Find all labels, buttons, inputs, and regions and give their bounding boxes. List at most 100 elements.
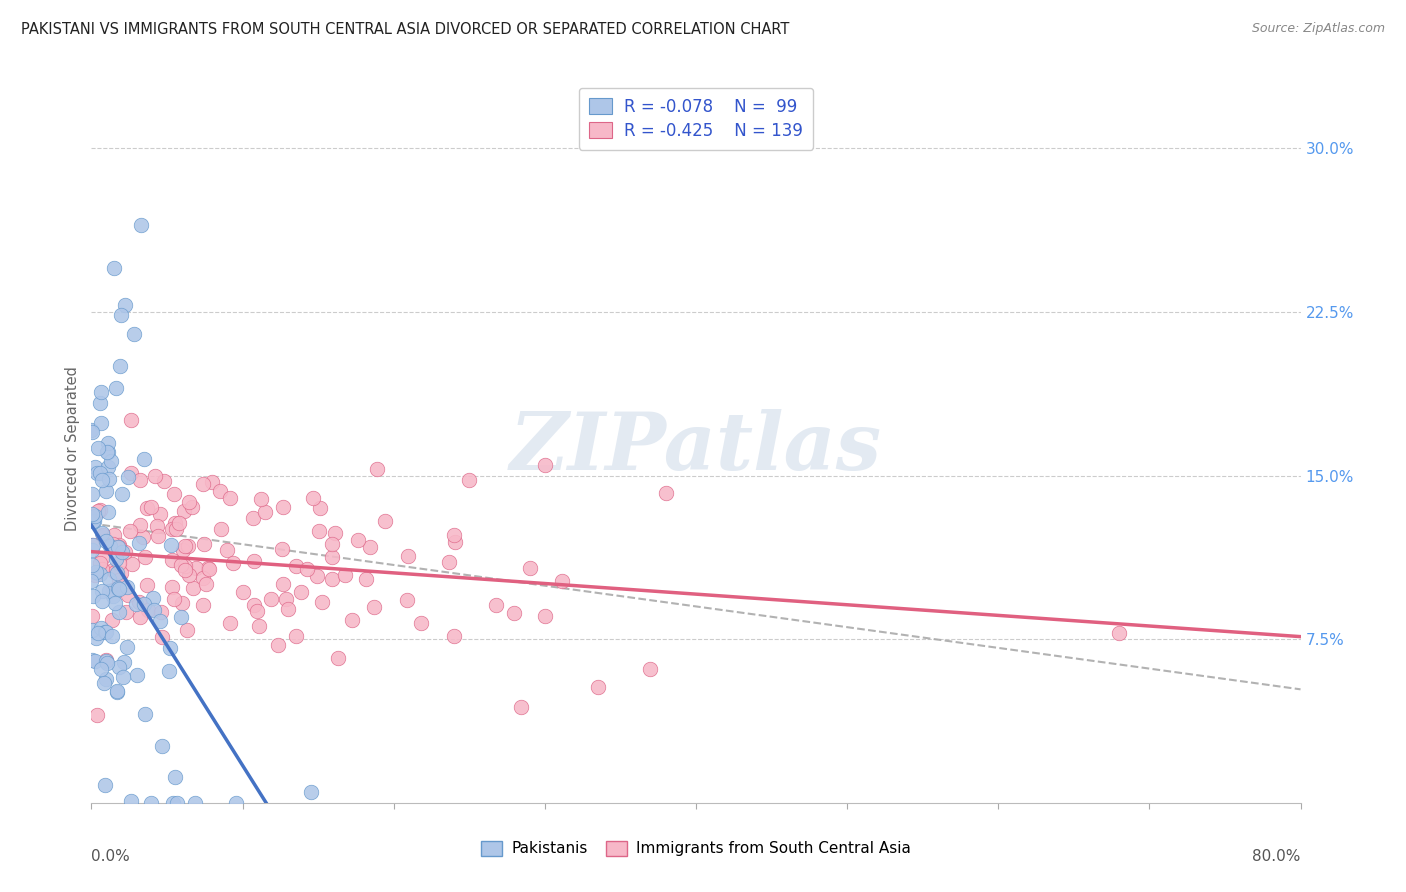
Point <box>97 459 120 474</box>
Point <box>209 522 232 536</box>
Point <box>443 629 465 643</box>
Point <box>96 624 118 639</box>
Point <box>253 505 276 519</box>
Point <box>105 684 128 698</box>
Point <box>110 545 132 559</box>
Point <box>80 507 103 521</box>
Point <box>321 572 343 586</box>
Point <box>411 615 433 630</box>
Point <box>246 604 269 618</box>
Text: 80.0%: 80.0% <box>1253 849 1301 863</box>
Point <box>366 462 388 476</box>
Point <box>108 556 131 570</box>
Point <box>117 588 139 602</box>
Point <box>105 566 128 581</box>
Point <box>149 614 172 628</box>
Point <box>108 359 131 374</box>
Point <box>439 556 461 570</box>
Point <box>162 580 184 594</box>
Point <box>150 605 173 619</box>
Point <box>297 562 319 576</box>
Point <box>93 676 115 690</box>
Point <box>146 529 169 543</box>
Point <box>108 582 131 597</box>
Point <box>173 504 195 518</box>
Point <box>347 533 370 547</box>
Point <box>143 603 166 617</box>
Point <box>84 631 107 645</box>
Point <box>82 514 104 528</box>
Point <box>193 571 215 585</box>
Point <box>273 500 295 514</box>
Point <box>104 381 127 395</box>
Point <box>184 561 207 575</box>
Point <box>359 540 381 554</box>
Point <box>162 522 184 536</box>
Point <box>129 218 152 232</box>
Point <box>174 563 197 577</box>
Point <box>333 567 356 582</box>
Point <box>308 524 330 538</box>
Point <box>91 562 114 576</box>
Point <box>177 539 200 553</box>
Point <box>174 558 197 573</box>
Text: Source: ZipAtlas.com: Source: ZipAtlas.com <box>1251 22 1385 36</box>
Point <box>80 653 103 667</box>
Point <box>654 486 676 500</box>
Point <box>80 608 103 623</box>
Point <box>305 569 328 583</box>
Point <box>136 500 159 515</box>
Point <box>277 601 299 615</box>
Point <box>510 700 533 714</box>
Point <box>120 413 142 427</box>
Point <box>197 561 219 575</box>
Point <box>157 664 180 678</box>
Point <box>160 552 183 566</box>
Point <box>83 459 105 474</box>
Point <box>118 524 141 539</box>
Point <box>94 778 117 792</box>
Point <box>533 609 555 624</box>
Point <box>90 594 112 608</box>
Point <box>127 668 149 682</box>
Point <box>163 591 186 606</box>
Point <box>108 574 131 588</box>
Point <box>97 445 120 459</box>
Point <box>218 491 240 506</box>
Point <box>181 500 204 515</box>
Point <box>163 770 186 784</box>
Text: PAKISTANI VS IMMIGRANTS FROM SOUTH CENTRAL ASIA DIVORCED OR SEPARATED CORRELATIO: PAKISTANI VS IMMIGRANTS FROM SOUTH CENTR… <box>21 22 789 37</box>
Point <box>107 537 129 551</box>
Point <box>250 492 273 507</box>
Point <box>267 638 290 652</box>
Point <box>443 535 465 549</box>
Point <box>83 508 105 523</box>
Point <box>86 708 108 723</box>
Point <box>132 530 155 544</box>
Point <box>274 591 297 606</box>
Point <box>503 606 526 620</box>
Point <box>242 511 264 525</box>
Point <box>105 683 128 698</box>
Point <box>90 662 112 676</box>
Point <box>87 625 110 640</box>
Point <box>285 629 308 643</box>
Point <box>162 796 184 810</box>
Point <box>193 598 215 612</box>
Point <box>271 541 294 556</box>
Point <box>458 473 481 487</box>
Point <box>374 514 396 528</box>
Point <box>82 589 104 603</box>
Point <box>94 533 117 548</box>
Point <box>177 495 200 509</box>
Point <box>87 441 110 455</box>
Point <box>273 577 295 591</box>
Point <box>136 578 159 592</box>
Point <box>94 484 117 499</box>
Point <box>550 574 572 588</box>
Point <box>165 522 187 536</box>
Point <box>84 654 107 668</box>
Point <box>139 500 162 514</box>
Point <box>90 385 112 400</box>
Point <box>98 584 121 599</box>
